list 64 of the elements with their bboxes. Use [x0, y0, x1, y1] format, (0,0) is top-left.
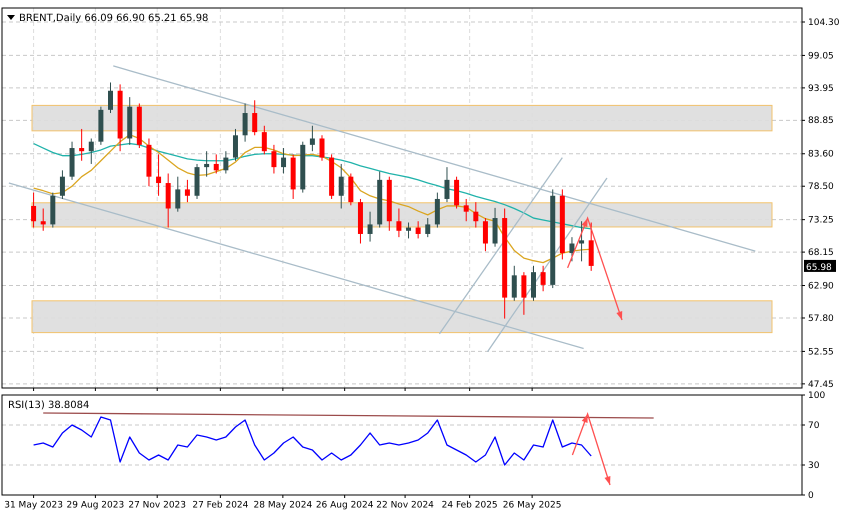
- y-tick-label: 88.85: [808, 116, 834, 126]
- y-tick-label: 30: [808, 460, 820, 471]
- y-tick-label: 83.60: [808, 150, 834, 160]
- candlestick: [512, 265, 517, 302]
- candlestick: [156, 154, 162, 196]
- candlestick: [482, 218, 488, 252]
- candlestick: [540, 265, 546, 292]
- annotation: 65.98: [806, 262, 832, 273]
- x-tick-label: 26 May 2025: [502, 500, 562, 510]
- candlestick: [320, 134, 324, 162]
- y-tick-label: 47.45: [808, 380, 834, 390]
- candlestick: [175, 176, 180, 212]
- annotation: RSI(13) 38.8084: [8, 400, 90, 411]
- annotation: BRENT,Daily 66.09 66.90 65.21 65.98: [19, 13, 208, 24]
- candlestick: [281, 148, 286, 174]
- candlestick: [40, 208, 46, 232]
- x-tick-label: 24 Feb 2025: [442, 500, 498, 510]
- x-tick-label: 27 Nov 2023: [128, 500, 186, 510]
- y-tick-label: 70: [808, 420, 820, 431]
- candlestick: [88, 138, 94, 164]
- candlestick: [108, 82, 113, 114]
- x-tick-label: 29 Aug 2023: [66, 500, 124, 510]
- candlestick: [214, 154, 219, 174]
- candlestick: [271, 144, 276, 174]
- y-tick-label: 62.90: [808, 281, 834, 292]
- x-tick-label: 26 Aug 2024: [316, 500, 374, 510]
- y-tick-label: 100: [808, 390, 826, 401]
- candlestick: [579, 220, 584, 262]
- y-tick-label: 93.95: [808, 84, 834, 94]
- y-tick-label: 0: [808, 490, 814, 501]
- candlestick: [396, 208, 402, 238]
- y-tick-label: 68.15: [808, 248, 834, 258]
- candlestick: [232, 128, 238, 162]
- candlestick: [60, 170, 65, 200]
- candlestick: [223, 150, 228, 174]
- candlestick: [79, 128, 84, 162]
- line-series: [32, 416, 592, 466]
- candlestick: [569, 236, 574, 262]
- candlestick: [444, 166, 450, 203]
- x-tick-label: 22 Nov 2024: [376, 500, 434, 510]
- y-tick-label: 57.80: [808, 314, 834, 324]
- candlestick: [425, 218, 430, 238]
- y-tick-label: 73.25: [808, 216, 834, 226]
- y-tick-label: 99.05: [808, 51, 834, 62]
- candlestick: [406, 222, 412, 239]
- candlestick: [252, 100, 258, 136]
- candlestick: [416, 220, 421, 239]
- candlestick: [184, 179, 190, 203]
- x-tick-label: 27 Feb 2024: [192, 500, 249, 510]
- x-tick-label: 31 May 2023: [4, 500, 63, 510]
- x-tick-label: 28 May 2024: [254, 500, 312, 510]
- candlestick: [473, 202, 478, 228]
- candlestick: [464, 198, 469, 222]
- candlestick: [368, 211, 373, 242]
- y-tick-label: 52.55: [808, 347, 834, 358]
- y-tick-label: 78.50: [808, 182, 834, 192]
- candlestick: [310, 125, 315, 152]
- candlestick: [242, 102, 248, 142]
- candlestick: [338, 163, 344, 210]
- y-tick-label: 104.30: [808, 18, 840, 28]
- candlestick: [521, 272, 526, 316]
- candlestick: [262, 125, 267, 155]
- candlestick: [31, 192, 36, 228]
- candlestick: [204, 150, 210, 178]
